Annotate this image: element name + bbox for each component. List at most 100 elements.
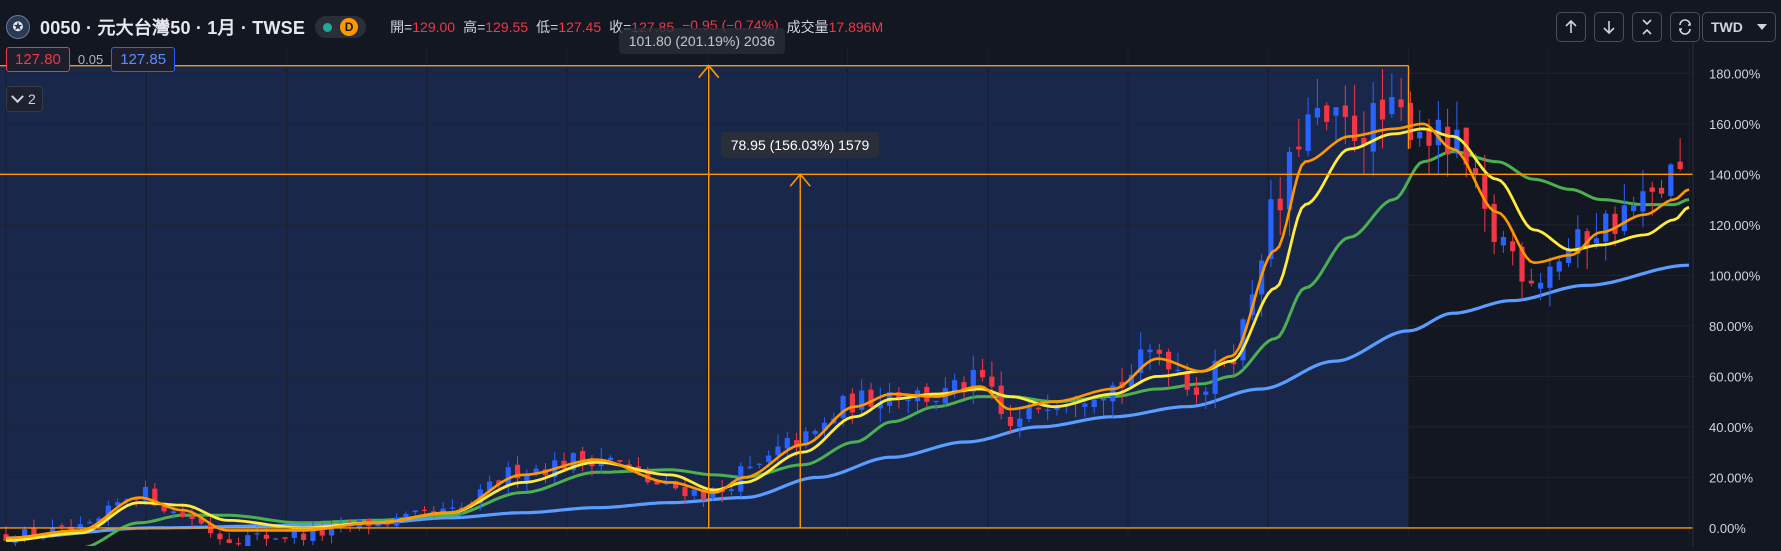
market-open-icon — [323, 22, 333, 32]
measure-label-inner: 78.95 (156.03%) 1579 — [720, 132, 880, 159]
candle-body — [1658, 187, 1665, 194]
candle-body — [682, 487, 688, 497]
candle-body — [440, 508, 446, 514]
candle-body — [952, 380, 958, 392]
candle-body — [254, 533, 260, 535]
candle-body — [775, 446, 781, 456]
candle-body — [1091, 399, 1097, 408]
candle-body — [1100, 398, 1107, 401]
arrow-down-button[interactable] — [1594, 12, 1624, 42]
candle-body — [700, 491, 707, 500]
candle-body — [877, 403, 883, 409]
candle-body — [431, 511, 437, 513]
candle-body — [961, 382, 967, 393]
candle-body — [412, 510, 418, 513]
sell-price-button[interactable]: 127.80 — [6, 47, 70, 72]
candle-body — [68, 526, 74, 531]
candle-body — [1203, 391, 1209, 395]
y-tick-label: 60.00% — [1709, 369, 1754, 384]
candle-body — [812, 430, 818, 435]
candle-body — [691, 489, 697, 496]
candle-body — [1231, 361, 1237, 365]
y-axis[interactable]: 180.00% 160.00% 140.00% 120.00% 100.00% 80.00… — [1692, 40, 1761, 546]
candle-body — [859, 390, 865, 410]
candle-body — [180, 512, 186, 517]
candle-body — [524, 475, 530, 482]
candle-body — [979, 369, 986, 378]
candle-body — [328, 525, 335, 536]
candle-body — [1631, 205, 1637, 212]
ma-long-line — [79, 150, 1690, 550]
candle-body — [161, 505, 167, 512]
candle-body — [1054, 406, 1060, 410]
candle-body — [133, 498, 139, 501]
candle-body — [1128, 374, 1134, 387]
candle-body — [301, 533, 307, 540]
measure-arrowhead-1 — [698, 64, 720, 79]
candle-body — [1417, 131, 1423, 139]
candle-body — [1454, 129, 1460, 154]
symbol-title[interactable]: 0050 · 元大台灣50 · 1月 · TWSE — [40, 18, 306, 38]
ohlc-volume: 成交量17.896M — [787, 17, 883, 37]
candle-body — [217, 533, 223, 540]
candle-body — [793, 440, 800, 448]
candle-body — [849, 393, 855, 413]
candle-body — [77, 524, 84, 529]
candle-body — [1035, 407, 1041, 410]
candle-body — [1156, 349, 1162, 354]
candle-body — [1175, 369, 1181, 371]
candle-body — [747, 466, 753, 469]
candle-body — [1212, 360, 1218, 394]
measure-highlight-region — [0, 65, 1409, 528]
measure-tool[interactable] — [0, 64, 1693, 529]
candle-body — [1017, 418, 1023, 427]
market-status-pill[interactable]: D — [315, 16, 367, 38]
refresh-icon — [1679, 19, 1691, 35]
ohlc-low-value: 127.45 — [558, 19, 602, 35]
candle-body — [1528, 280, 1534, 284]
candle-body — [896, 392, 902, 400]
candle-body — [291, 531, 297, 538]
buy-price-button[interactable]: 127.85 — [111, 47, 176, 72]
ohlc-volume-value: 17.896M — [828, 19, 884, 35]
ohlc-high-value: 129.55 — [485, 19, 529, 35]
currency-value: TWD — [1711, 19, 1743, 35]
candle-body — [1519, 246, 1525, 282]
candle-body — [96, 518, 102, 522]
arrow-down-icon — [1603, 21, 1615, 35]
refresh-button[interactable] — [1670, 12, 1700, 42]
arrow-up-icon — [1565, 19, 1577, 33]
candle-body — [756, 463, 762, 465]
candle-body — [496, 480, 502, 485]
candle-body — [1389, 97, 1395, 115]
arrow-up-button[interactable] — [1556, 12, 1586, 42]
candle-body — [1547, 266, 1553, 288]
currency-select[interactable]: TWD — [1702, 12, 1776, 42]
indicators-toggle-button[interactable]: 2 — [6, 86, 43, 112]
candle-body — [570, 453, 576, 471]
candle-body — [970, 369, 976, 392]
y-tick-label: 120.00% — [1709, 218, 1761, 233]
ohlc-open-value: 129.00 — [412, 19, 456, 35]
candle-body — [1026, 406, 1032, 420]
candle-body — [1305, 114, 1311, 152]
candle-body — [1007, 416, 1014, 427]
candle-body — [1640, 191, 1646, 212]
candle-body — [710, 490, 716, 498]
candle-body — [1556, 261, 1562, 272]
candle-body — [1538, 282, 1544, 289]
candle-body — [319, 530, 325, 536]
candle-body — [1668, 164, 1674, 196]
measure-label-top: 101.80 (201.19%) 2036 — [618, 27, 786, 54]
candle-body — [1472, 168, 1479, 175]
candle-body — [142, 486, 149, 501]
candle-body — [1147, 349, 1153, 353]
chart-toolbar — [1556, 12, 1700, 42]
candle-body — [235, 543, 242, 545]
ohlc-low-label: 低= — [536, 19, 559, 35]
collapse-button[interactable] — [1632, 12, 1662, 42]
candle-body — [1268, 199, 1274, 260]
ma-longest-line — [6, 263, 1690, 540]
